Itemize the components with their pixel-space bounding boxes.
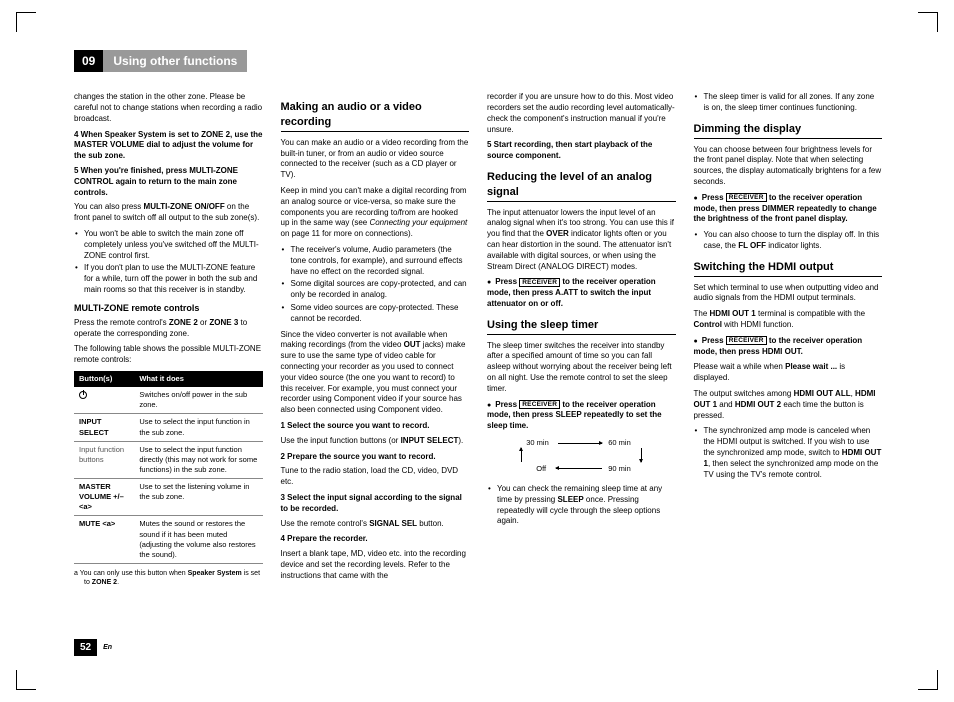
diagram-label: 90 min	[608, 464, 631, 474]
table-cell: Input function buttons	[74, 441, 134, 478]
receiver-icon: RECEIVER	[726, 193, 767, 202]
arrow-icon	[558, 443, 602, 444]
operation-step: Press RECEIVER to the receiver operation…	[487, 277, 676, 309]
body-text: The following table shows the possible M…	[74, 344, 263, 366]
table-cell: Switches on/off power in the sub zone.	[134, 387, 262, 414]
page-footer: 52 En	[74, 639, 112, 657]
arrow-icon	[641, 448, 642, 462]
bullet-list: The sleep timer is valid for all zones. …	[694, 92, 883, 114]
step-4: 4 When Speaker System is set to ZONE 2, …	[74, 130, 263, 162]
crop-mark	[918, 12, 938, 32]
body-text: The HDMI OUT 1 terminal is compatible wi…	[694, 309, 883, 331]
body-text: Since the video converter is not availab…	[281, 330, 470, 416]
table-cell: Mutes the sound or restores the sound if…	[134, 516, 262, 564]
body-text: The output switches among HDMI OUT ALL, …	[694, 389, 883, 421]
step-5: 5 Start recording, then start playback o…	[487, 140, 676, 162]
list-item: If you don't plan to use the MULTI-ZONE …	[84, 263, 263, 295]
bullet-list: You won't be able to switch the main zon…	[74, 229, 263, 296]
step-1: 1 Select the source you want to record.	[281, 421, 470, 432]
step-5: 5 When you're finished, press MULTI-ZONE…	[74, 166, 263, 198]
table-cell: INPUT SELECT	[74, 414, 134, 441]
list-item: The receiver's volume, Audio parameters …	[291, 245, 470, 277]
heading-reducing-level: Reducing the level of an analog signal	[487, 170, 676, 202]
diagram-label: 30 min	[526, 438, 549, 448]
table-header: Button(s)	[74, 371, 134, 387]
table-cell: Use to set the listening volume in the s…	[134, 479, 262, 516]
page-content: 09 Using other functions changes the sta…	[74, 50, 882, 632]
chapter-title: Using other functions	[103, 50, 247, 72]
footnote: a You can only use this button when Spea…	[74, 569, 263, 588]
list-item: Some digital sources are copy-protected,…	[291, 279, 470, 301]
table-cell: MUTE <a>	[74, 516, 134, 564]
arrow-icon	[521, 448, 522, 462]
body-text: Keep in mind you can't make a digital re…	[281, 186, 470, 240]
list-item: The sleep timer is valid for all zones. …	[704, 92, 883, 114]
bullet-list: The receiver's volume, Audio parameters …	[281, 245, 470, 325]
body-text: Insert a blank tape, MD, video etc. into…	[281, 549, 470, 581]
heading-multizone-remote: MULTI-ZONE remote controls	[74, 302, 263, 314]
table-cell: MASTER VOLUME +/– <a>	[74, 479, 134, 516]
operation-step: Press RECEIVER to the receiver operation…	[694, 193, 883, 225]
body-text: Set which terminal to use when outputtin…	[694, 283, 883, 305]
body-text: You can also press MULTI-ZONE ON/OFF on …	[74, 202, 263, 224]
power-icon	[79, 391, 87, 399]
diagram-label: 60 min	[608, 438, 631, 448]
list-item: You can also choose to turn the display …	[704, 230, 883, 252]
page-number: 52	[74, 639, 97, 657]
diagram-label: Off	[536, 464, 546, 474]
bullet-list: You can also choose to turn the display …	[694, 230, 883, 252]
body-text: You can choose between four brightness l…	[694, 145, 883, 188]
step-4: 4 Prepare the recorder.	[281, 534, 470, 545]
table-cell	[74, 387, 134, 414]
table-header: What it does	[134, 371, 262, 387]
crop-mark	[918, 670, 938, 690]
operation-step: Press RECEIVER to the receiver operation…	[694, 336, 883, 358]
receiver-icon: RECEIVER	[726, 336, 767, 345]
page-language: En	[103, 643, 112, 652]
body-text: Press the remote control's ZONE 2 or ZON…	[74, 318, 263, 340]
receiver-icon: RECEIVER	[519, 278, 560, 287]
operation-step: Press RECEIVER to the receiver operation…	[487, 400, 676, 432]
body-text: The input attenuator lowers the input le…	[487, 208, 676, 273]
step-3: 3 Select the input signal according to t…	[281, 493, 470, 515]
body-text: Please wait a while when Please wait ...…	[694, 362, 883, 384]
chapter-header: 09 Using other functions	[74, 50, 882, 72]
body-text: You can make an audio or a video recordi…	[281, 138, 470, 181]
heading-dimming: Dimming the display	[694, 122, 883, 139]
bullet-list: The synchronized amp mode is canceled wh…	[694, 426, 883, 480]
body-text: Tune to the radio station, load the CD, …	[281, 466, 470, 488]
bullet-list: You can check the remaining sleep time a…	[487, 484, 676, 527]
heading-sleep-timer: Using the sleep timer	[487, 318, 676, 335]
list-item: The synchronized amp mode is canceled wh…	[704, 426, 883, 480]
table-cell: Use to select the input function directl…	[134, 441, 262, 478]
list-item: You can check the remaining sleep time a…	[497, 484, 676, 527]
table-cell: Use to select the input function in the …	[134, 414, 262, 441]
step-2: 2 Prepare the source you want to record.	[281, 452, 470, 463]
list-item: Some video sources are copy-protected. T…	[291, 303, 470, 325]
body-text: Use the remote control's SIGNAL SEL butt…	[281, 519, 470, 530]
text-columns: changes the station in the other zone. P…	[74, 92, 882, 632]
arrow-icon	[556, 468, 602, 469]
heading-recording: Making an audio or a video recording	[281, 100, 470, 132]
continuation-text: changes the station in the other zone. P…	[74, 92, 263, 124]
receiver-icon: RECEIVER	[519, 400, 560, 409]
crop-mark	[16, 12, 36, 32]
continuation-text: recorder if you are unsure how to do thi…	[487, 92, 676, 135]
body-text: Use the input function buttons (or INPUT…	[281, 436, 470, 447]
remote-controls-table: Button(s)What it does Switches on/off po…	[74, 371, 263, 564]
crop-mark	[16, 670, 36, 690]
sleep-timer-diagram: 30 min 60 min 90 min Off	[506, 438, 656, 476]
chapter-number: 09	[74, 50, 103, 72]
heading-hdmi: Switching the HDMI output	[694, 260, 883, 277]
list-item: You won't be able to switch the main zon…	[84, 229, 263, 261]
body-text: The sleep timer switches the receiver in…	[487, 341, 676, 395]
